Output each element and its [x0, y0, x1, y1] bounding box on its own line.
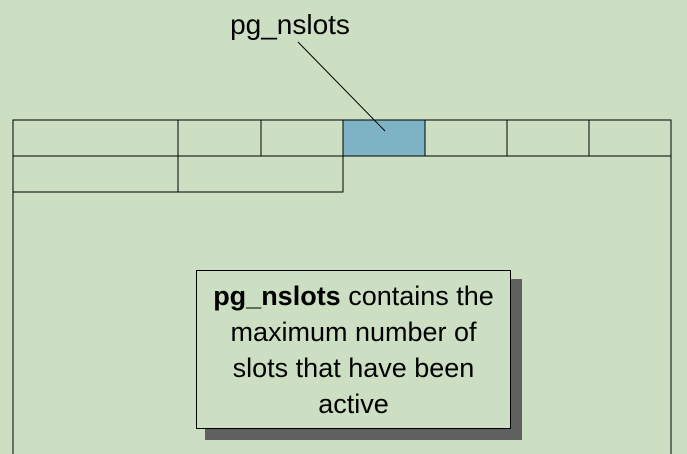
pointer-line	[297, 41, 386, 132]
header-field-7	[588, 119, 672, 157]
pointer-label: pg_nslots	[230, 9, 350, 40]
note-description: contains the maximum number of slots tha…	[230, 280, 494, 419]
note-box: pg_nslots contains the maximum number of…	[196, 270, 511, 429]
header-field-5	[424, 119, 508, 157]
header-field-1	[12, 119, 179, 157]
header-field-9	[177, 155, 344, 193]
pg-nslots-field	[342, 119, 426, 157]
note-text: pg_nslots contains the maximum number of…	[197, 278, 510, 422]
header-field-2	[177, 119, 262, 157]
note-term: pg_nslots	[213, 280, 341, 311]
header-field-3	[260, 119, 344, 157]
header-field-8	[12, 155, 179, 193]
header-field-6	[506, 119, 590, 157]
